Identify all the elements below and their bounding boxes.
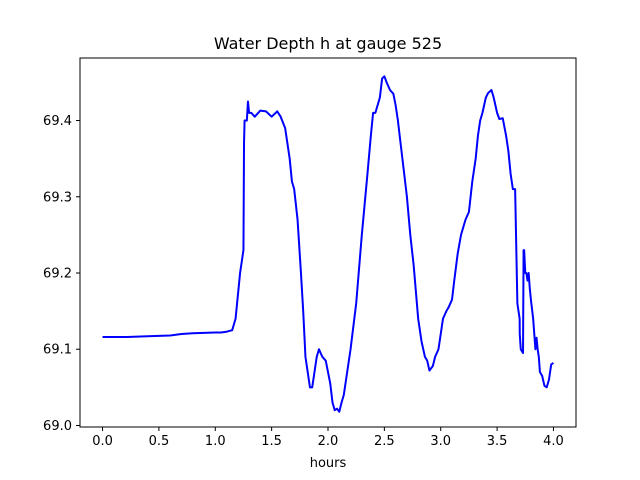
x-axis-label: hours xyxy=(310,456,347,471)
y-tick-label: 69.3 xyxy=(43,190,72,205)
x-tick-label: 0.0 xyxy=(92,434,113,449)
y-axis-ticks: 69.0 69.1 69.2 69.3 69.4 xyxy=(43,114,80,434)
x-tick-label: 2.0 xyxy=(318,434,339,449)
x-tick-label: 4.0 xyxy=(543,434,564,449)
x-axis-ticks: 0.0 0.5 1.0 1.5 2.0 2.5 3.0 3.5 4.0 xyxy=(92,427,564,449)
x-tick-label: 1.5 xyxy=(261,434,282,449)
x-tick-label: 2.5 xyxy=(374,434,395,449)
y-tick-label: 69.0 xyxy=(43,419,72,434)
x-tick-label: 3.0 xyxy=(430,434,451,449)
x-tick-label: 3.5 xyxy=(487,434,508,449)
plot-area xyxy=(80,58,576,427)
y-tick-label: 69.4 xyxy=(43,114,72,129)
y-tick-label: 69.2 xyxy=(43,266,72,281)
x-tick-label: 1.0 xyxy=(205,434,226,449)
series-line-0 xyxy=(102,75,555,413)
series-layer xyxy=(102,75,555,413)
chart-title: Water Depth h at gauge 525 xyxy=(214,34,442,53)
x-tick-label: 0.5 xyxy=(149,434,170,449)
y-tick-label: 69.1 xyxy=(43,343,72,358)
